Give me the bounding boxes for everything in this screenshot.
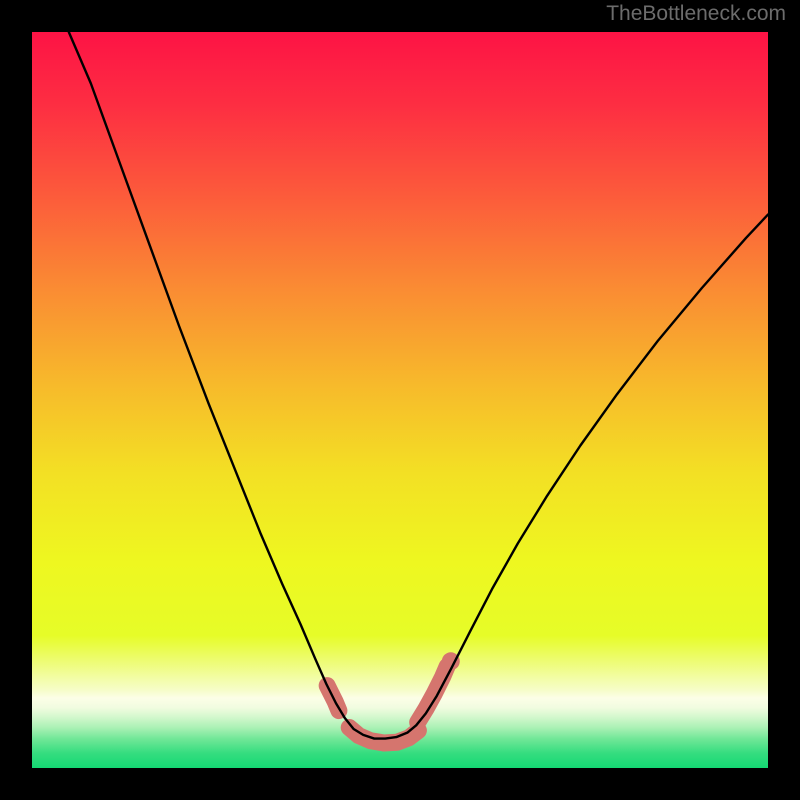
chart-background bbox=[32, 32, 768, 768]
chart-plot-area bbox=[32, 32, 768, 768]
watermark-text: TheBottleneck.com bbox=[606, 2, 786, 26]
chart-svg bbox=[32, 32, 768, 768]
